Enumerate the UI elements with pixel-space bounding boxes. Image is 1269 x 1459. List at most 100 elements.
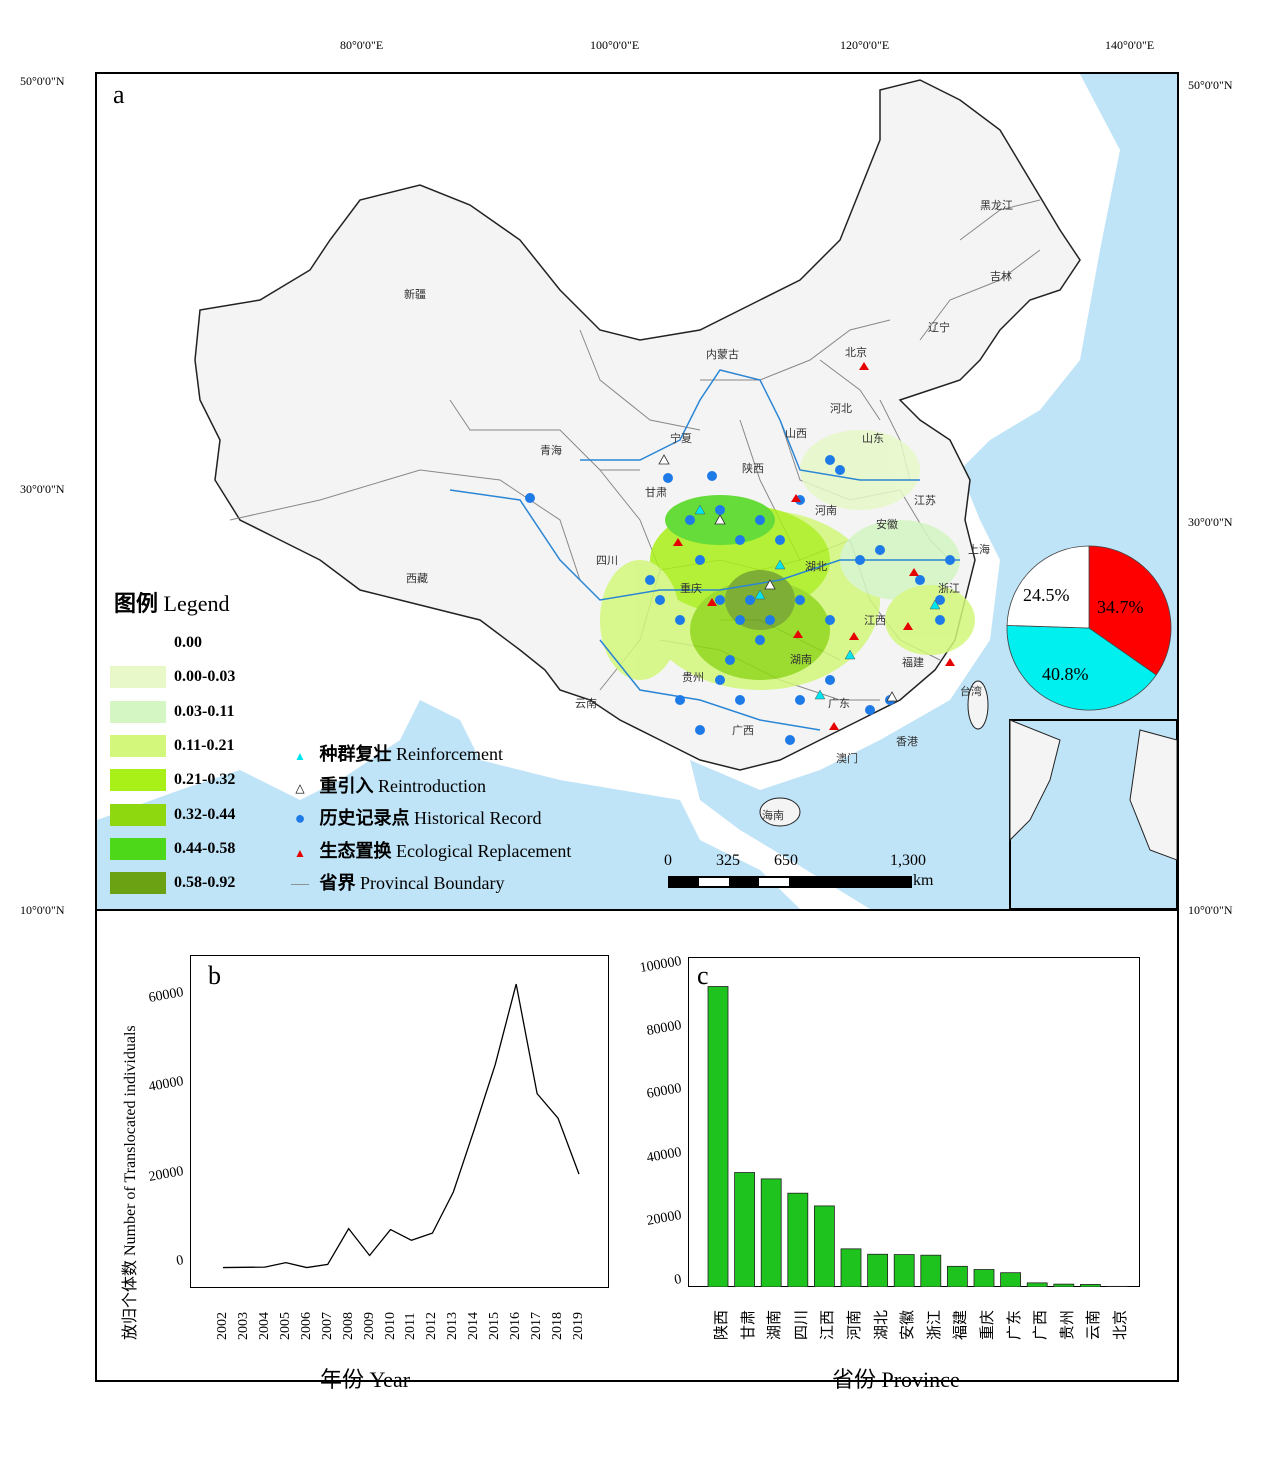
province-label: 湖北 (805, 561, 827, 573)
province-label: 西藏 (406, 573, 428, 585)
chart-c-xtick-label: 福建 (953, 1309, 970, 1340)
legend-class-label: 0.11-0.21 (174, 736, 235, 754)
legend-class-row: 0.44-0.58 (110, 837, 270, 862)
chart-b-xtick-label: 2018 (550, 1312, 566, 1340)
china-map (97, 74, 1177, 909)
legend-class-row: 0.11-0.21 (110, 734, 270, 759)
pie-slice (1006, 625, 1157, 711)
legend-class-label: 0.58-0.92 (174, 874, 236, 892)
reinforcement-points (694, 504, 941, 700)
province-label: 陕西 (742, 463, 764, 475)
lat-label-left: 50°0'0"N (20, 74, 65, 88)
legend-swatch (110, 734, 166, 757)
chart-c-bar (760, 1178, 782, 1287)
province-label: 甘肃 (645, 487, 667, 499)
chart-c-xtick-label: 河南 (847, 1309, 863, 1340)
chart-c-xtick-label: 陕西 (714, 1309, 730, 1340)
province-label: 安徽 (876, 519, 898, 531)
scalebar: 0 325 650 1,300 km (664, 852, 948, 892)
chart-c-bars (707, 986, 1128, 1287)
red-triangle-icon: ▲ (294, 846, 306, 860)
charts-panel-frame (95, 909, 1179, 1382)
province-label: 广东 (828, 698, 850, 710)
legend-swatch (110, 632, 166, 654)
legend-swatch (110, 872, 166, 895)
legend-class-row: 0.32-0.44 (110, 803, 270, 828)
chart-c-bar (1053, 1283, 1075, 1287)
scalebar-tick-label: 325 (716, 852, 740, 869)
chart-c-bar (787, 1192, 809, 1287)
lat-label-left: 10°0'0"N (20, 903, 65, 917)
chart-b-xtick-label: 2004 (256, 1312, 272, 1340)
pie-label-red: 34.7% (1097, 597, 1144, 617)
white-triangle-icon: △ (295, 781, 305, 795)
scalebar-unit: km (913, 872, 934, 889)
chart-c-xtick-label: 广西 (1033, 1309, 1050, 1340)
legend-class-row: 0.03-0.11 (110, 700, 270, 725)
province-label: 广西 (732, 725, 754, 737)
cyan-triangle-icon: ▲ (294, 749, 306, 763)
chart-b-xtick-label: 2016 (508, 1312, 524, 1340)
chart-c-bar (1106, 1285, 1128, 1287)
chart-c-bar (973, 1269, 995, 1287)
chart-c-xtick-label: 四川 (793, 1309, 810, 1340)
province-label: 黑龙江 (980, 200, 1013, 212)
chart-b-xtick-label: 2014 (466, 1312, 482, 1340)
province-label: 香港 (896, 736, 918, 748)
pie-chart (1006, 545, 1172, 711)
chart-c-xtick-label: 江西 (820, 1309, 837, 1340)
legend-class-row: 0.00 (110, 632, 270, 656)
province-label: 河南 (815, 505, 837, 517)
chart-b-xtick-label: 2017 (529, 1312, 545, 1340)
panel-label-b: b (208, 961, 221, 990)
chart-c-xtick-label: 云南 (1086, 1309, 1103, 1340)
chart-b-xtick-label: 2015 (487, 1312, 503, 1340)
legend-title-en: Legend (163, 591, 230, 616)
chart-b-xtick-label: 2009 (361, 1312, 377, 1340)
lon-label: 80°0'0"E (340, 38, 384, 52)
chart-c-xtick-label: 安徽 (900, 1309, 917, 1340)
chart-c-xtick-label: 广东 (1006, 1309, 1023, 1340)
lat-label-right: 10°0'0"N (1188, 903, 1233, 917)
chart-b-xtick-label: 2019 (571, 1312, 586, 1340)
panel-label-a: a (113, 80, 125, 109)
chart-b-xtick-label: 2006 (298, 1312, 314, 1340)
legend-class-label: 0.21-0.32 (174, 771, 236, 789)
province-label: 重庆 (680, 583, 702, 595)
province-label: 内蒙古 (706, 349, 739, 361)
legend-ecological-replacement: ▲ 生态置换 Ecological Replacement (285, 837, 571, 863)
province-label: 浙江 (938, 583, 960, 595)
chart-c-bar (1079, 1284, 1101, 1287)
chart-c-bar (946, 1265, 968, 1287)
chart-b-line (222, 983, 580, 1269)
historical-record-points (525, 455, 955, 745)
lon-label: 120°0'0"E (840, 38, 890, 52)
chart-b-xtick-label: 2012 (424, 1312, 440, 1340)
province-label: 宁夏 (670, 433, 692, 445)
chart-c-bar (814, 1205, 835, 1287)
legend-title: 图例 Legend (114, 586, 229, 618)
chart-c-bar (734, 1172, 755, 1287)
gray-line-icon: — (291, 873, 309, 893)
province-label: 山西 (785, 428, 807, 440)
legend-swatch (110, 837, 166, 860)
chart-c-bar (867, 1253, 889, 1287)
province-label: 贵州 (682, 672, 704, 684)
chart-c-xtick-label: 北京 (1113, 1309, 1129, 1340)
scalebar-tick-label: 0 (664, 852, 672, 869)
lat-label-left: 30°0'0"N (20, 482, 65, 496)
chart-c-bar (893, 1254, 915, 1287)
chart-b-xtick-label: 2013 (445, 1312, 461, 1340)
chart-c-xtick-label: 湖南 (767, 1309, 784, 1340)
chart-b-xtick-label: 2011 (403, 1312, 419, 1340)
chart-b-xtick-label: 2005 (277, 1312, 293, 1340)
province-label: 四川 (596, 555, 618, 567)
lon-label: 140°0'0"E (1105, 38, 1155, 52)
legend-class-label: 0.00-0.03 (174, 668, 236, 686)
rivers (449, 369, 960, 731)
chart-b-xtick-label: 2002 (215, 1312, 230, 1340)
chart-b-xtick-label: 2007 (319, 1312, 335, 1340)
legend-swatch (110, 803, 166, 826)
scalebar-tick-label: 650 (774, 852, 798, 869)
chart-c-bar (920, 1254, 942, 1287)
